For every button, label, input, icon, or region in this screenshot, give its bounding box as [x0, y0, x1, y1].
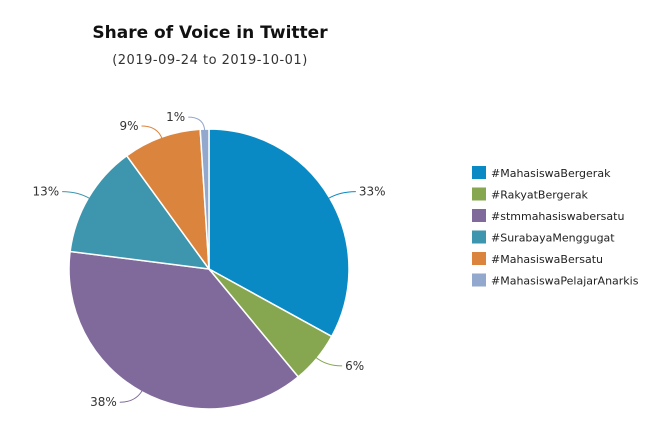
legend-item-stmmahasiswabersatu[interactable]: #stmmahasiswabersatu: [472, 209, 624, 223]
legend-swatch: [472, 209, 486, 222]
legend-swatch: [472, 273, 486, 287]
pie-slices: [68, 128, 350, 410]
legend-item-surabaya-menggugat[interactable]: #SurabayaMenggugat: [472, 230, 615, 245]
data-label-rakyat-bergerak: 6%: [345, 359, 364, 373]
connector-mahasiswa-bergerak: [327, 191, 356, 200]
legend-item-mahasiswa-bergerak[interactable]: #MahasiswaBergerak: [472, 166, 611, 180]
legend-swatch: [472, 187, 486, 201]
label-connectors: [62, 116, 356, 403]
legend-label: #MahasiswaBergerak: [491, 167, 611, 180]
connector-stmmahasiswabersatu: [119, 389, 143, 403]
data-label-mahasiswa-bergerak: 33%: [359, 185, 386, 199]
data-labels: 33% 6% 38% 13% 9% 1%: [32, 110, 385, 409]
legend-item-rakyat-bergerak[interactable]: #RakyatBergerak: [472, 187, 589, 202]
legend-item-mahasiswa-pelajar-anarkis[interactable]: #MahasiswaPelajarAnarkis: [472, 273, 639, 288]
connector-surabaya-menggugat: [62, 191, 91, 200]
legend-swatch: [472, 230, 486, 244]
chart-title: Share of Voice in Twitter: [92, 23, 328, 43]
legend-label: #SurabayaMenggugat: [491, 232, 615, 245]
chart-subtitle: (2019-09-24 to 2019-10-01): [112, 53, 308, 68]
connector-rakyat-bergerak: [315, 356, 343, 367]
legend-label: #MahasiswaBersatu: [491, 253, 603, 266]
legend-label: #RakyatBergerak: [491, 189, 589, 202]
data-label-stmmahasiswabersatu: 38%: [90, 395, 117, 409]
legend-label: #MahasiswaPelajarAnarkis: [491, 275, 639, 288]
data-label-mahasiswa-bersatu: 9%: [119, 119, 138, 133]
data-label-surabaya-menggugat: 13%: [32, 185, 59, 199]
legend-swatch: [472, 252, 486, 265]
legend: #MahasiswaBergerak #RakyatBergerak #stmmah…: [472, 166, 639, 288]
data-label-mahasiswa-pelajar-anarkis: 1%: [166, 110, 185, 124]
legend-swatch: [472, 166, 486, 179]
legend-item-mahasiswa-bersatu[interactable]: #MahasiswaBersatu: [472, 252, 603, 266]
legend-label: #stmmahasiswabersatu: [491, 210, 624, 223]
connector-mahasiswa-pelajar-anarkis: [188, 116, 206, 132]
connector-mahasiswa-bersatu: [141, 125, 163, 140]
